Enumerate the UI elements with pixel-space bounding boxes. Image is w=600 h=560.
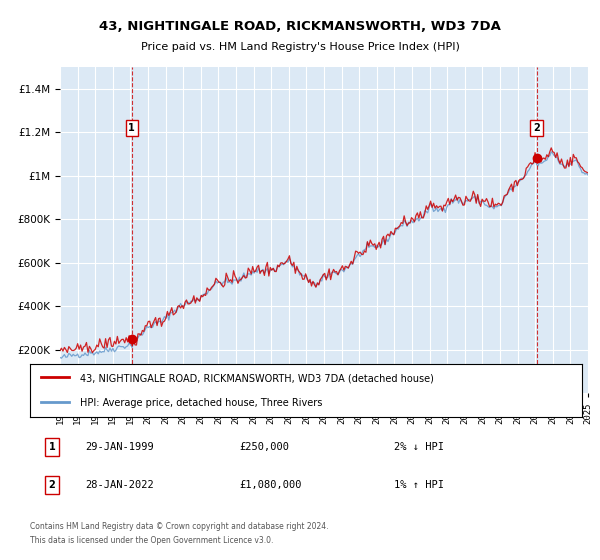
Text: 29-JAN-1999: 29-JAN-1999 bbox=[85, 442, 154, 452]
Text: This data is licensed under the Open Government Licence v3.0.: This data is licensed under the Open Gov… bbox=[30, 536, 274, 545]
Text: 43, NIGHTINGALE ROAD, RICKMANSWORTH, WD3 7DA (detached house): 43, NIGHTINGALE ROAD, RICKMANSWORTH, WD3… bbox=[80, 374, 434, 384]
Text: £250,000: £250,000 bbox=[240, 442, 290, 452]
Text: HPI: Average price, detached house, Three Rivers: HPI: Average price, detached house, Thre… bbox=[80, 398, 322, 408]
Text: 2: 2 bbox=[533, 123, 540, 133]
Text: Contains HM Land Registry data © Crown copyright and database right 2024.: Contains HM Land Registry data © Crown c… bbox=[30, 522, 329, 531]
Text: 1: 1 bbox=[49, 442, 55, 452]
Text: 43, NIGHTINGALE ROAD, RICKMANSWORTH, WD3 7DA: 43, NIGHTINGALE ROAD, RICKMANSWORTH, WD3… bbox=[99, 20, 501, 32]
Text: 1: 1 bbox=[128, 123, 135, 133]
Text: Price paid vs. HM Land Registry's House Price Index (HPI): Price paid vs. HM Land Registry's House … bbox=[140, 42, 460, 52]
Text: 28-JAN-2022: 28-JAN-2022 bbox=[85, 480, 154, 490]
Text: £1,080,000: £1,080,000 bbox=[240, 480, 302, 490]
Text: 1% ↑ HPI: 1% ↑ HPI bbox=[394, 480, 445, 490]
Text: 2% ↓ HPI: 2% ↓ HPI bbox=[394, 442, 445, 452]
Text: 2: 2 bbox=[49, 480, 55, 490]
